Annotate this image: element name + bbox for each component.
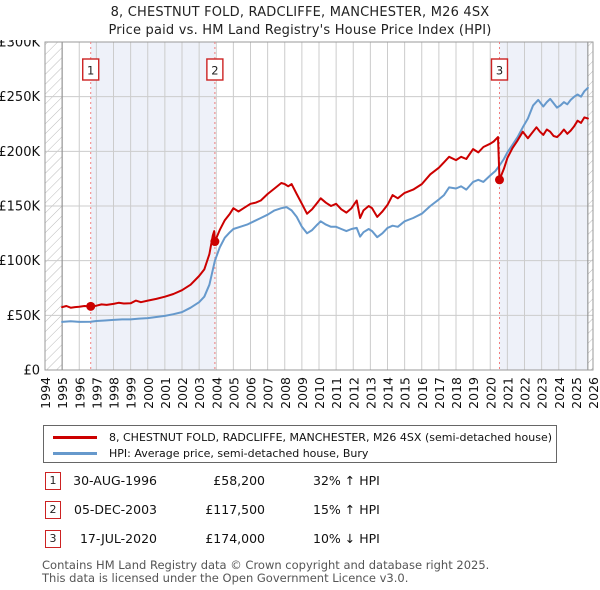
svg-text:2018: 2018	[449, 377, 464, 409]
svg-text:2015: 2015	[398, 377, 413, 409]
svg-text:2004: 2004	[209, 377, 224, 409]
svg-text:2: 2	[211, 64, 218, 78]
sale-date: 30-AUG-1996	[73, 473, 157, 488]
svg-text:3: 3	[496, 64, 503, 78]
sale-number-badge: 3	[45, 530, 61, 548]
svg-text:2020: 2020	[483, 377, 498, 409]
svg-text:1997: 1997	[89, 377, 104, 409]
legend-label: HPI: Average price, semi-detached house,…	[109, 446, 369, 460]
svg-text:2005: 2005	[226, 377, 241, 409]
sale-price: £117,500	[205, 502, 265, 517]
svg-text:2009: 2009	[295, 377, 310, 409]
price-paid-line-swatch	[53, 435, 97, 439]
legend-item-price-paid: 8, CHESTNUT FOLD, RADCLIFFE, MANCHESTER,…	[53, 429, 556, 445]
svg-text:2008: 2008	[278, 377, 293, 409]
legend-label: 8, CHESTNUT FOLD, RADCLIFFE, MANCHESTER,…	[109, 430, 553, 444]
svg-text:2026: 2026	[586, 377, 600, 409]
legend-item-hpi: HPI: Average price, semi-detached house,…	[53, 445, 556, 461]
svg-text:£0: £0	[23, 364, 40, 379]
sale-vs-hpi: 32% ↑ HPI	[313, 473, 380, 488]
sale-date: 05-DEC-2003	[74, 502, 157, 517]
transaction-row: 1 30-AUG-1996 £58,200 32% ↑ HPI	[45, 472, 585, 491]
svg-text:2011: 2011	[329, 377, 344, 409]
svg-text:2012: 2012	[346, 377, 361, 409]
svg-text:2007: 2007	[261, 377, 276, 409]
hpi-line-swatch	[53, 451, 97, 455]
svg-text:2017: 2017	[432, 377, 447, 409]
svg-text:2000: 2000	[141, 377, 156, 409]
svg-text:1998: 1998	[107, 377, 122, 409]
svg-text:2001: 2001	[158, 377, 173, 409]
svg-text:£50K: £50K	[7, 309, 41, 324]
svg-text:1996: 1996	[72, 377, 87, 409]
transaction-row: 2 05-DEC-2003 £117,500 15% ↑ HPI	[45, 501, 585, 520]
license-text-line2: This data is licensed under the Open Gov…	[42, 571, 409, 585]
transaction-row: 3 17-JUL-2020 £174,000 10% ↓ HPI	[45, 530, 585, 549]
svg-text:2006: 2006	[244, 377, 259, 409]
sale-vs-hpi: 10% ↓ HPI	[313, 531, 380, 546]
svg-text:2002: 2002	[175, 377, 190, 409]
svg-text:2024: 2024	[552, 377, 567, 409]
page-subtitle: Price paid vs. HM Land Registry's House …	[108, 23, 492, 38]
sale-vs-hpi: 15% ↑ HPI	[313, 502, 380, 517]
svg-text:2003: 2003	[192, 377, 207, 409]
svg-text:1995: 1995	[55, 377, 70, 409]
svg-text:2019: 2019	[466, 377, 481, 409]
svg-text:£150K: £150K	[0, 200, 40, 215]
sale-price: £174,000	[205, 531, 265, 546]
svg-text:1994: 1994	[38, 377, 53, 409]
sale-number-badge: 1	[45, 472, 61, 490]
svg-text:2014: 2014	[381, 377, 396, 409]
sale-date: 17-JUL-2020	[79, 531, 157, 546]
svg-text:2021: 2021	[500, 377, 515, 409]
chart-legend: 8, CHESTNUT FOLD, RADCLIFFE, MANCHESTER,…	[43, 425, 557, 463]
svg-text:2022: 2022	[518, 377, 533, 409]
svg-text:1: 1	[87, 64, 94, 78]
svg-text:2016: 2016	[415, 377, 430, 409]
sale-number-badge: 2	[45, 501, 61, 519]
svg-text:£200K: £200K	[0, 145, 40, 160]
svg-text:2013: 2013	[363, 377, 378, 409]
svg-text:1999: 1999	[124, 377, 139, 409]
license-text-line1: Contains HM Land Registry data © Crown c…	[42, 558, 490, 572]
sale-price: £58,200	[213, 473, 265, 488]
svg-text:£300K: £300K	[0, 40, 40, 51]
svg-text:£250K: £250K	[0, 90, 40, 105]
svg-text:2025: 2025	[569, 377, 584, 409]
svg-text:£100K: £100K	[0, 254, 40, 269]
page-title-address: 8, CHESTNUT FOLD, RADCLIFFE, MANCHESTER,…	[110, 5, 490, 20]
svg-text:2010: 2010	[312, 377, 327, 409]
svg-text:2023: 2023	[535, 377, 550, 409]
